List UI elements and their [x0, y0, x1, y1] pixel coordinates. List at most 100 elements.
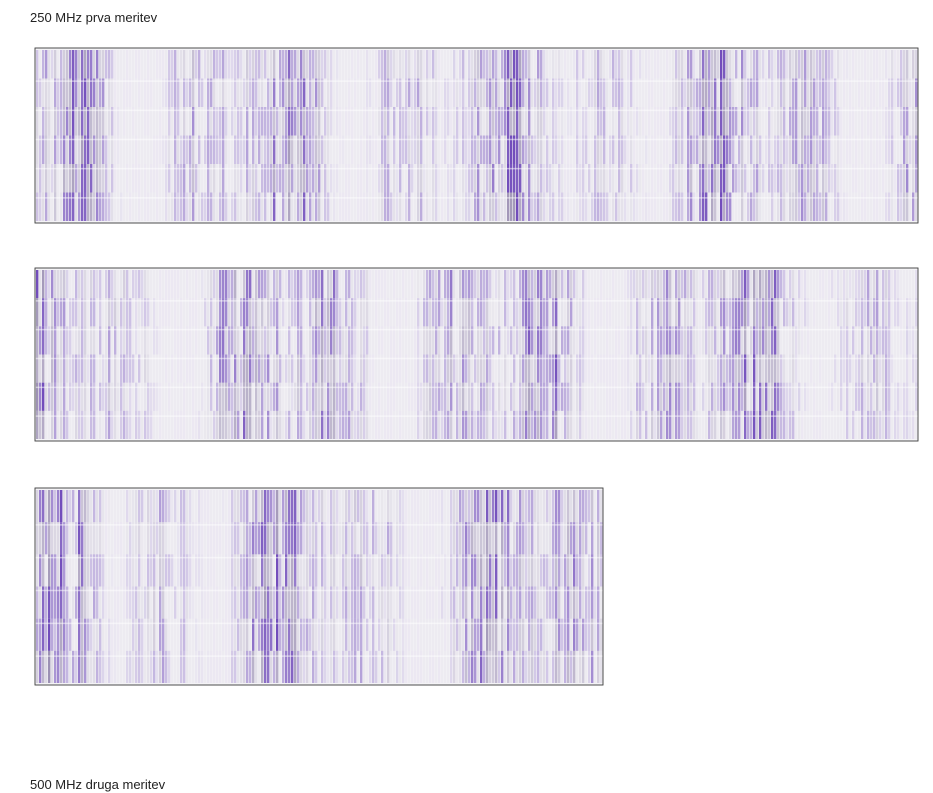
trace-band	[171, 50, 173, 79]
trace-band	[129, 270, 131, 298]
trace-band	[504, 522, 506, 554]
trace-band	[594, 326, 596, 354]
trace-band	[627, 50, 629, 79]
trace-band	[390, 490, 392, 522]
trace-band	[81, 193, 83, 222]
trace-band	[369, 50, 371, 79]
trace-band	[396, 326, 398, 354]
trace-band	[426, 587, 428, 619]
trace-band	[783, 50, 785, 79]
trace-band	[741, 411, 743, 439]
trace-band	[189, 490, 191, 522]
trace-band	[546, 490, 548, 522]
trace-band	[585, 587, 587, 619]
trace-band	[234, 522, 236, 554]
trace-band	[111, 326, 113, 354]
trace-band	[504, 193, 506, 222]
trace-band	[417, 554, 419, 586]
trace-band	[666, 79, 668, 108]
trace-band	[843, 326, 845, 354]
trace-band	[786, 107, 788, 136]
trace-band	[759, 193, 761, 222]
trace-band	[426, 79, 428, 108]
trace-band	[333, 587, 335, 619]
trace-band	[507, 270, 509, 298]
trace-band	[747, 298, 749, 326]
trace-band	[639, 411, 641, 439]
trace-band	[348, 490, 350, 522]
trace-band	[327, 326, 329, 354]
trace-band	[99, 326, 101, 354]
trace-band	[522, 490, 524, 522]
trace-band	[384, 79, 386, 108]
trace-band	[297, 522, 299, 554]
trace-band	[105, 107, 107, 136]
trace-band	[540, 50, 542, 79]
trace-band	[210, 490, 212, 522]
trace-band	[297, 50, 299, 79]
trace-band	[60, 298, 62, 326]
trace-band	[330, 326, 332, 354]
trace-band	[312, 79, 314, 108]
trace-band	[90, 193, 92, 222]
trace-band	[345, 298, 347, 326]
trace-band	[117, 107, 119, 136]
trace-band	[99, 587, 101, 619]
trace-band	[165, 554, 167, 586]
trace-band	[312, 326, 314, 354]
trace-band	[873, 298, 875, 326]
trace-band	[258, 554, 260, 586]
trace-band	[669, 50, 671, 79]
trace-band	[480, 411, 482, 439]
trace-band	[447, 298, 449, 326]
trace-band	[90, 326, 92, 354]
trace-band	[519, 326, 521, 354]
trace-band	[429, 522, 431, 554]
trace-band	[909, 79, 911, 108]
trace-band	[450, 50, 452, 79]
trace-band	[297, 270, 299, 298]
trace-band	[552, 193, 554, 222]
trace-band	[561, 79, 563, 108]
trace-band	[255, 554, 257, 586]
trace-band	[594, 107, 596, 136]
trace-band	[816, 193, 818, 222]
trace-band	[693, 270, 695, 298]
trace-band	[387, 193, 389, 222]
trace-band	[69, 193, 71, 222]
trace-band	[132, 298, 134, 326]
trace-band	[159, 107, 161, 136]
trace-band	[489, 522, 491, 554]
trace-band	[300, 79, 302, 108]
trace-band	[579, 50, 581, 79]
trace-band	[66, 79, 68, 108]
trace-band	[315, 522, 317, 554]
trace-band	[153, 522, 155, 554]
trace-band	[681, 270, 683, 298]
trace-band	[378, 587, 380, 619]
trace-band	[897, 193, 899, 222]
trace-band	[771, 193, 773, 222]
trace-band	[171, 411, 173, 439]
trace-band	[504, 490, 506, 522]
trace-band	[726, 107, 728, 136]
trace-band	[732, 50, 734, 79]
trace-band	[576, 270, 578, 298]
trace-band	[231, 554, 233, 586]
trace-band	[780, 298, 782, 326]
trace-band	[852, 326, 854, 354]
trace-band	[150, 270, 152, 298]
trace-band	[906, 193, 908, 222]
radargram-figures	[0, 0, 933, 793]
trace-band	[408, 554, 410, 586]
trace-band	[576, 411, 578, 439]
trace-band	[399, 411, 401, 439]
trace-band	[201, 587, 203, 619]
trace-band	[309, 326, 311, 354]
trace-band	[465, 79, 467, 108]
trace-band	[672, 270, 674, 298]
trace-band	[750, 298, 752, 326]
trace-band	[264, 326, 266, 354]
trace-band	[447, 270, 449, 298]
trace-band	[579, 411, 581, 439]
